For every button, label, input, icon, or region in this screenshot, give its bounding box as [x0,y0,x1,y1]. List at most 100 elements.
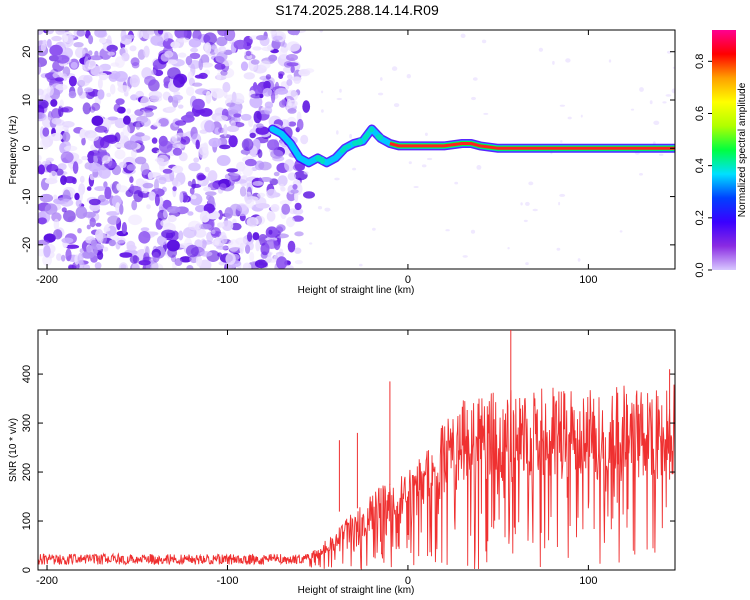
noise-blob [140,227,150,232]
noise-blob [99,37,107,44]
noise-blob [115,98,125,105]
colorbar-tick-label: 0.6 [694,106,706,121]
noise-blob [214,63,226,70]
x-tick-label: 100 [579,274,597,286]
noise-blob [151,69,157,76]
noise-speck [321,109,324,113]
noise-blob [219,183,227,191]
noise-speck [454,181,459,185]
noise-blob [300,134,309,145]
noise-blob [49,132,63,142]
noise-blob [199,210,210,223]
noise-blob [103,181,108,189]
y-tick-label: -10 [21,189,33,205]
noise-speck [413,186,419,188]
noise-blob [94,50,99,58]
noise-speck [303,171,309,175]
noise-blob [225,253,236,265]
noise-blob [148,90,163,100]
noise-blob [52,71,65,79]
noise-blob [95,222,102,227]
noise-blob [172,147,182,156]
noise-blob [171,134,182,143]
noise-blob [59,99,64,108]
noise-blob [187,211,194,216]
noise-blob [94,125,108,133]
noise-blob [63,210,76,223]
noise-blob [258,161,272,171]
noise-blob [43,245,51,258]
noise-speck [507,247,510,250]
x-tick-label: -200 [36,274,58,286]
noise-blob [279,183,285,191]
noise-blob [235,237,248,245]
y-tick-label: 0 [21,145,33,151]
noise-blob [261,46,274,52]
noise-blob [162,199,172,210]
noise-blob [107,116,119,121]
noise-blob [240,61,249,71]
noise-blob [278,71,285,77]
noise-blob [44,203,58,215]
ridge-blob [345,144,352,149]
noise-speck [538,47,544,52]
noise-blob [240,113,252,121]
noise-blob [205,191,217,197]
noise-blob [198,72,208,79]
colorbar-tick-label: 0.2 [694,210,706,225]
noise-blob [224,173,239,181]
noise-blob [109,84,116,95]
noise-blob [198,259,212,269]
noise-blob [121,222,127,234]
noise-speck [336,97,343,101]
noise-blob [239,186,247,197]
noise-blob [53,218,60,231]
snr-x-label: Height of straight line (km) [298,585,415,596]
noise-speck [317,206,323,210]
noise-speck [567,116,572,120]
noise-blob [174,120,187,126]
noise-blob [156,154,169,167]
noise-blob [255,126,270,135]
noise-blob [146,30,156,35]
noise-blob [167,206,181,214]
noise-blob [279,47,288,60]
spectrogram-x-label: Height of straight line (km) [298,285,415,296]
noise-blob [294,260,303,265]
noise-blob [279,200,292,206]
noise-blob [205,90,212,104]
noise-blob [79,128,86,139]
noise-blob [259,93,264,99]
y-tick-label: 100 [21,512,33,530]
noise-blob [173,75,185,88]
noise-blob [217,222,225,228]
noise-blob [75,47,86,59]
noise-speck [421,164,427,168]
noise-blob [106,92,112,98]
noise-blob [178,152,188,162]
noise-blob [255,239,261,252]
noise-speck [393,103,400,108]
noise-blob [211,88,225,99]
noise-blob [103,227,111,232]
noise-blob [117,85,131,93]
ridge-blob [368,126,374,133]
noise-blob [158,176,167,185]
noise-blob [97,78,103,90]
noise-blob [74,192,80,201]
noise-blob [275,88,289,95]
colorbar: 0.0 0.2 0.4 0.6 0.8 Normalized spectral ampl… [694,30,748,278]
noise-blob [180,135,191,145]
noise-blob [151,137,158,144]
noise-blob [108,239,117,247]
noise-speck [336,130,339,135]
noise-blob [277,175,288,187]
noise-blob [51,212,62,223]
x-tick-label: 100 [579,575,597,587]
noise-blob [38,114,43,119]
noise-blob [290,189,299,194]
noise-blob [82,264,91,269]
noise-speck [472,77,478,81]
noise-blob [118,161,127,169]
noise-blob [114,56,125,68]
